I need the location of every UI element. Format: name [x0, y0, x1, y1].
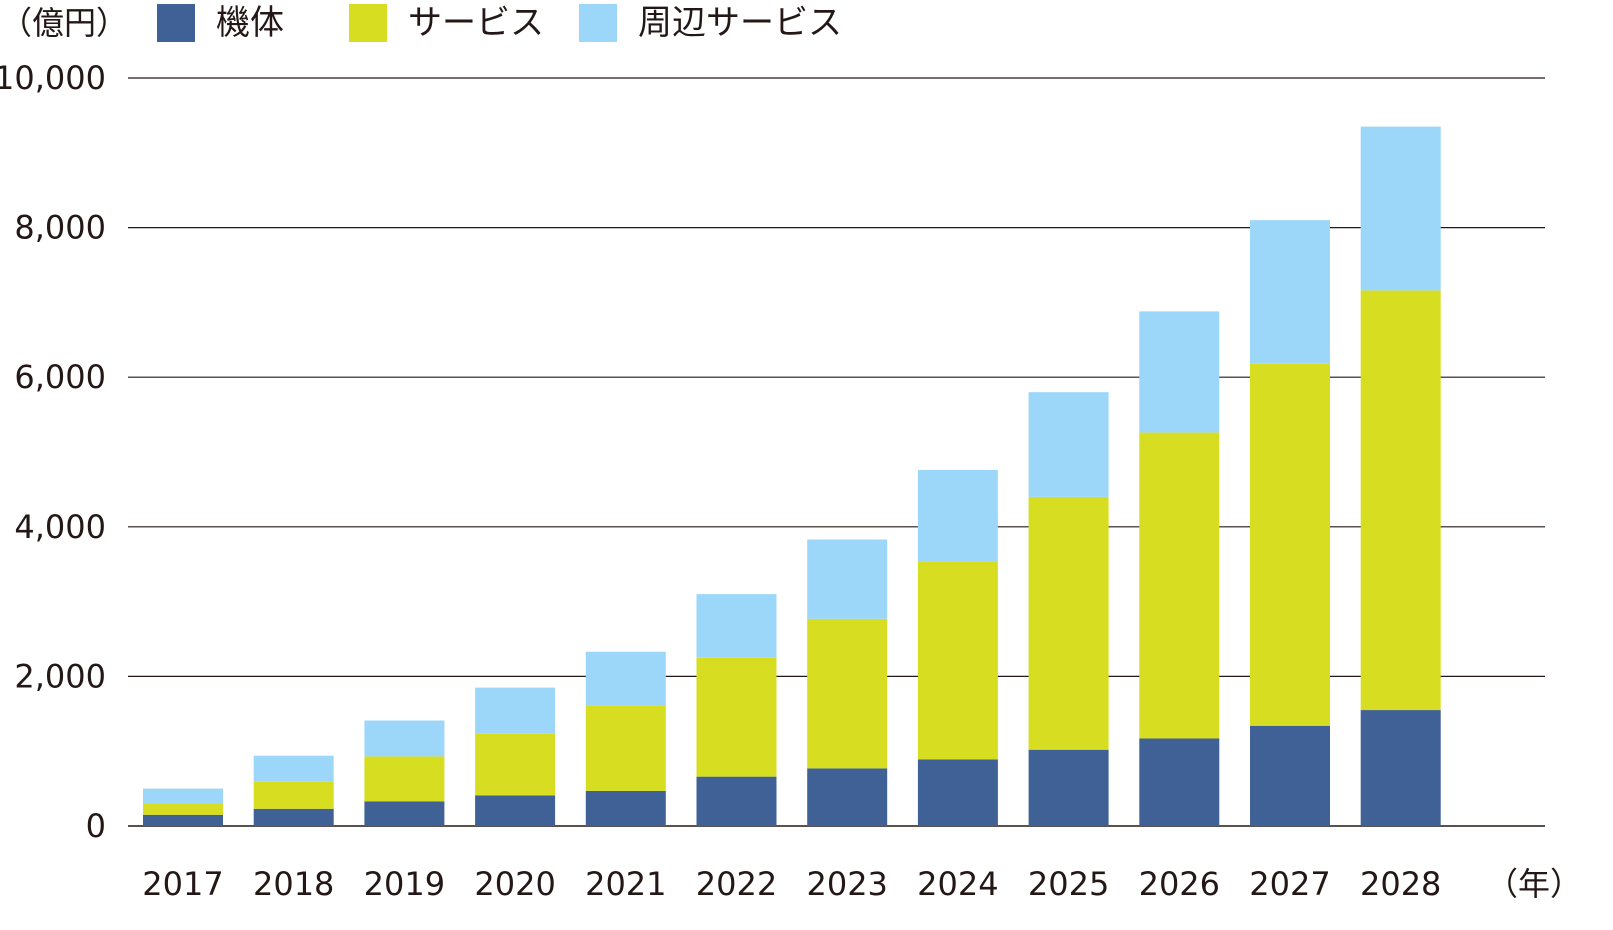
x-tick-label: 2021: [585, 865, 666, 903]
bar-segment: [696, 657, 777, 777]
bar-segment: [917, 469, 998, 562]
bar-segment: [585, 705, 666, 791]
bar-segment: [917, 759, 998, 826]
bar-segment: [1028, 392, 1109, 497]
x-axis-tick-labels: 2017 2018 2019 2020 2021 2022 2023 2024 2025 2026…: [142, 865, 1441, 903]
bar-segment: [585, 790, 666, 826]
bar-segment: [475, 795, 556, 826]
legend-label: サービス: [408, 3, 544, 43]
y-tick-label: 8,000: [14, 209, 106, 247]
y-axis-tick-labels: 0 2,000 4,000 6,000 8,000 10,000: [0, 59, 106, 845]
bar-segment: [1360, 290, 1441, 711]
bar-segment: [1360, 126, 1441, 291]
bar-segment: [253, 808, 334, 826]
bar-segment: [1139, 738, 1220, 826]
x-tick-label: 2020: [474, 865, 555, 903]
y-tick-label: 6,000: [14, 358, 106, 396]
bar-segment: [143, 788, 223, 804]
bar-segment: [1028, 496, 1109, 750]
x-tick-label: 2026: [1139, 865, 1220, 903]
bar-segment: [475, 687, 556, 734]
x-tick-label: 2019: [364, 865, 445, 903]
y-tick-label: 2,000: [14, 657, 106, 695]
y-tick-label: 4,000: [14, 508, 106, 546]
bar-segment: [807, 618, 888, 769]
x-axis-unit-label: （年）: [1486, 865, 1582, 903]
bar-segment: [1139, 311, 1220, 433]
x-tick-label: 2023: [806, 865, 887, 903]
x-tick-label: 2027: [1249, 865, 1330, 903]
legend-label: 周辺サービス: [638, 3, 842, 43]
bars: [143, 126, 1441, 826]
y-tick-label: 0: [86, 807, 106, 845]
bar-segment: [143, 803, 223, 815]
bar-segment: [253, 781, 334, 809]
legend-label: 機体: [216, 3, 284, 43]
y-tick-label: 10,000: [0, 59, 106, 97]
bar-segment: [696, 594, 777, 658]
bar-segment: [1250, 725, 1330, 826]
legend-swatch: [579, 4, 617, 42]
bar-segment: [917, 561, 998, 760]
legend-swatch: [349, 4, 387, 42]
x-tick-label: 2024: [917, 865, 998, 903]
bar-segment: [364, 756, 445, 802]
bar-segment: [1028, 749, 1109, 826]
bar-segment: [475, 733, 556, 796]
bar-segment: [143, 814, 223, 826]
legend: 機体 サービス 周辺サービス: [157, 3, 842, 43]
bar-segment: [364, 801, 445, 826]
bar-segment: [364, 720, 445, 757]
x-tick-label: 2018: [253, 865, 334, 903]
bar-segment: [696, 776, 777, 826]
y-axis-unit-label: （億円）: [0, 4, 128, 42]
bar-segment: [1139, 432, 1220, 739]
x-tick-label: 2017: [142, 865, 223, 903]
bar-segment: [585, 651, 666, 706]
x-tick-label: 2028: [1360, 865, 1441, 903]
bar-segment: [807, 539, 888, 619]
bar-segment: [253, 755, 334, 782]
bar-segment: [1250, 363, 1330, 726]
bar-segment: [807, 768, 888, 826]
x-tick-label: 2022: [696, 865, 777, 903]
bar-segment: [1250, 220, 1330, 364]
bar-segment: [1360, 710, 1441, 826]
x-tick-label: 2025: [1028, 865, 1109, 903]
legend-swatch: [157, 4, 195, 42]
